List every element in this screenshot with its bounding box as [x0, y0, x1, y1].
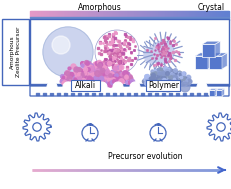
Circle shape [146, 82, 156, 92]
Circle shape [43, 27, 93, 77]
Circle shape [196, 82, 206, 92]
Text: Polymer: Polymer [147, 81, 178, 90]
Polygon shape [221, 53, 226, 69]
Polygon shape [214, 41, 219, 57]
Circle shape [143, 47, 159, 63]
Circle shape [97, 82, 106, 92]
Circle shape [179, 82, 189, 92]
Circle shape [63, 82, 73, 92]
Text: Amorphous
Zeolite Precursor: Amorphous Zeolite Precursor [10, 27, 21, 77]
Polygon shape [208, 53, 226, 56]
FancyBboxPatch shape [30, 86, 228, 96]
Circle shape [129, 82, 139, 92]
Polygon shape [194, 56, 207, 69]
Polygon shape [214, 89, 216, 96]
Polygon shape [208, 56, 221, 69]
Circle shape [33, 123, 41, 131]
Circle shape [149, 125, 165, 141]
Circle shape [162, 82, 172, 92]
Circle shape [82, 125, 97, 141]
Text: Alkali: Alkali [75, 81, 96, 90]
FancyBboxPatch shape [2, 19, 29, 85]
Polygon shape [221, 89, 223, 96]
Polygon shape [215, 90, 221, 96]
Polygon shape [194, 53, 212, 56]
Polygon shape [23, 113, 51, 141]
Polygon shape [208, 89, 216, 90]
Text: Amorphous: Amorphous [78, 4, 121, 12]
FancyBboxPatch shape [146, 80, 180, 91]
Circle shape [151, 41, 173, 63]
Text: Crystal: Crystal [197, 4, 224, 12]
Circle shape [80, 82, 90, 92]
FancyBboxPatch shape [30, 19, 228, 85]
Circle shape [52, 36, 70, 54]
Polygon shape [206, 113, 231, 141]
Polygon shape [208, 90, 214, 96]
Polygon shape [207, 53, 212, 69]
Circle shape [216, 123, 224, 131]
Circle shape [47, 82, 57, 92]
FancyBboxPatch shape [71, 80, 100, 91]
Polygon shape [201, 41, 219, 44]
Circle shape [112, 82, 122, 92]
Text: Precursor evolution: Precursor evolution [108, 152, 182, 161]
Polygon shape [215, 89, 223, 90]
Polygon shape [201, 44, 214, 57]
